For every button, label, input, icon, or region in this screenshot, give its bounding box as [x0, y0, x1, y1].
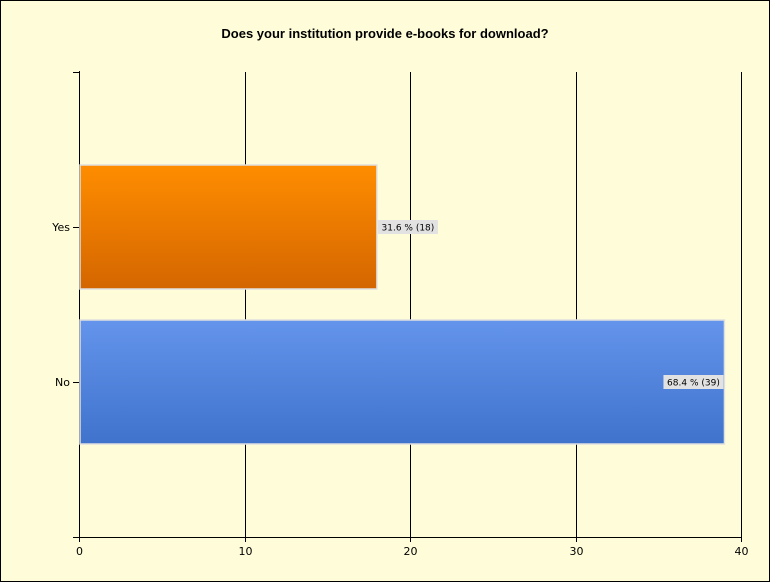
data-label-box-yes — [377, 220, 438, 234]
y-category-label: Yes — [51, 221, 70, 234]
x-tick-label: 20 — [404, 545, 418, 558]
x-tick-label: 30 — [570, 545, 584, 558]
data-label: 31.6 % (18) — [382, 224, 435, 234]
x-tick-label: 40 — [735, 545, 749, 558]
bars — [79, 164, 726, 445]
x-tick-label: 0 — [76, 545, 83, 558]
data-label: 68.4 % (39) — [667, 379, 720, 389]
bar-no — [79, 319, 726, 445]
data-labels: 31.6 % (18) 68.4 % (39) — [377, 220, 724, 389]
x-tick-label: 10 — [239, 545, 253, 558]
chart-title: Does your institution provide e-books fo… — [221, 26, 549, 41]
bar-yes — [79, 164, 378, 290]
y-category-label: No — [55, 376, 70, 389]
gridlines — [245, 72, 742, 537]
axes: 0 10 20 30 40 Yes No — [51, 71, 749, 558]
data-label-box-no — [663, 375, 724, 389]
